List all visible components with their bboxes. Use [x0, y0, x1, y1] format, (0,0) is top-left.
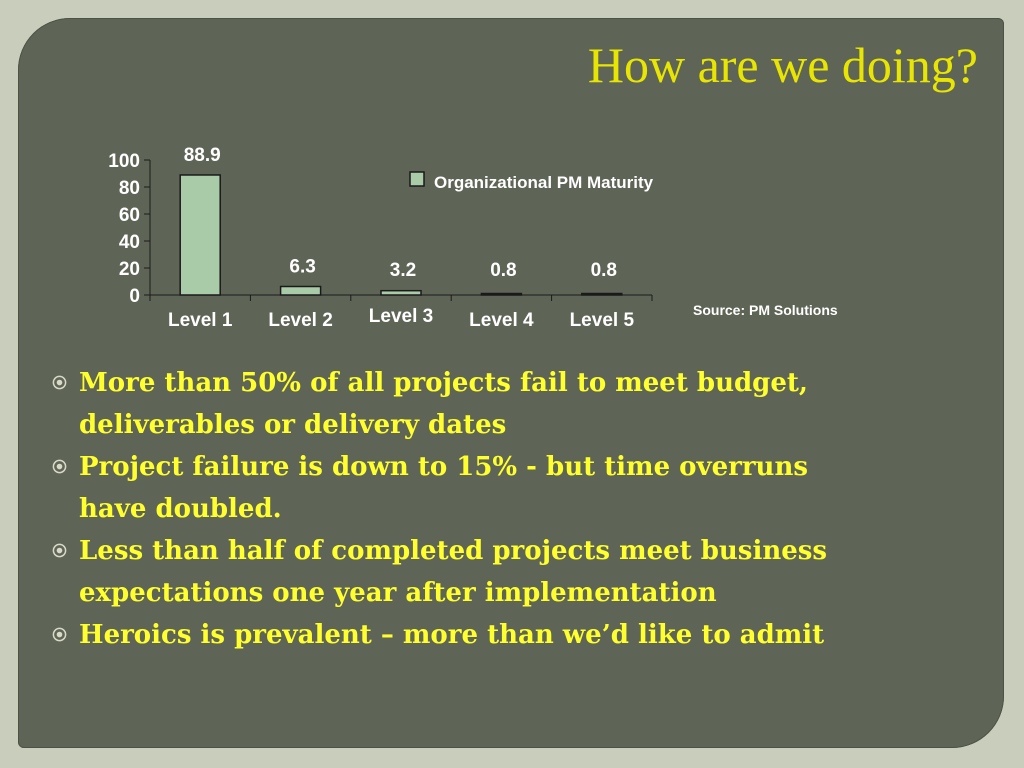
slide-title: How are we doing? [587, 37, 978, 93]
y-tick-label: 20 [119, 259, 140, 280]
bar [179, 174, 221, 296]
legend-label: Organizational PM Maturity [434, 173, 654, 192]
data-label: 88.9 [184, 145, 221, 166]
bars [179, 174, 623, 296]
chart-source: Source: PM Solutions [693, 302, 838, 318]
y-tick-label: 100 [108, 151, 140, 172]
legend-swatch [409, 171, 425, 187]
bullet-text: Heroics is prevalent – more than we’d li… [79, 620, 825, 650]
circled-dot-icon [52, 459, 67, 474]
y-tick-label: 80 [119, 178, 140, 199]
bullet-text: Project failure is down to 15% - but tim… [79, 452, 808, 524]
x-tick-label: Level 5 [570, 310, 635, 331]
y-tick-label: 60 [119, 205, 140, 226]
x-axis: Level 1 Level 2 Level 3 Level 4 Level 5 [149, 294, 653, 331]
x-tick-label: Level 1 [168, 310, 233, 331]
bar [279, 285, 322, 296]
bullet-item: Heroics is prevalent – more than we’d li… [52, 614, 852, 656]
bullet-list: More than 50% of all projects fail to me… [52, 362, 852, 656]
data-label: 0.8 [591, 260, 617, 281]
y-tick-label: 0 [129, 286, 140, 307]
y-axis: 0 20 40 60 80 100 [108, 151, 151, 307]
data-label: 3.2 [390, 260, 416, 281]
bullet-text: More than 50% of all projects fail to me… [79, 368, 808, 440]
circled-dot-icon [52, 375, 67, 390]
bullet-item: More than 50% of all projects fail to me… [52, 362, 852, 446]
data-label: 6.3 [289, 256, 315, 277]
data-label: 0.8 [490, 260, 516, 281]
bullet-item: Less than half of completed projects mee… [52, 530, 852, 614]
circled-dot-icon [52, 543, 67, 558]
circled-dot-icon [52, 627, 67, 642]
y-tick-label: 40 [119, 232, 140, 253]
data-labels: 88.9 6.3 3.2 0.8 0.8 [184, 145, 617, 281]
bar [581, 292, 623, 296]
bullet-item: Project failure is down to 15% - but tim… [52, 446, 852, 530]
legend: Organizational PM Maturity [409, 171, 654, 192]
slide-panel [18, 18, 1004, 748]
x-tick-label: Level 3 [369, 306, 433, 327]
bar [380, 289, 422, 296]
bullet-text: Less than half of completed projects mee… [79, 536, 828, 608]
bar [480, 292, 523, 296]
x-tick-label: Level 4 [469, 310, 534, 331]
x-tick-label: Level 2 [268, 310, 332, 331]
